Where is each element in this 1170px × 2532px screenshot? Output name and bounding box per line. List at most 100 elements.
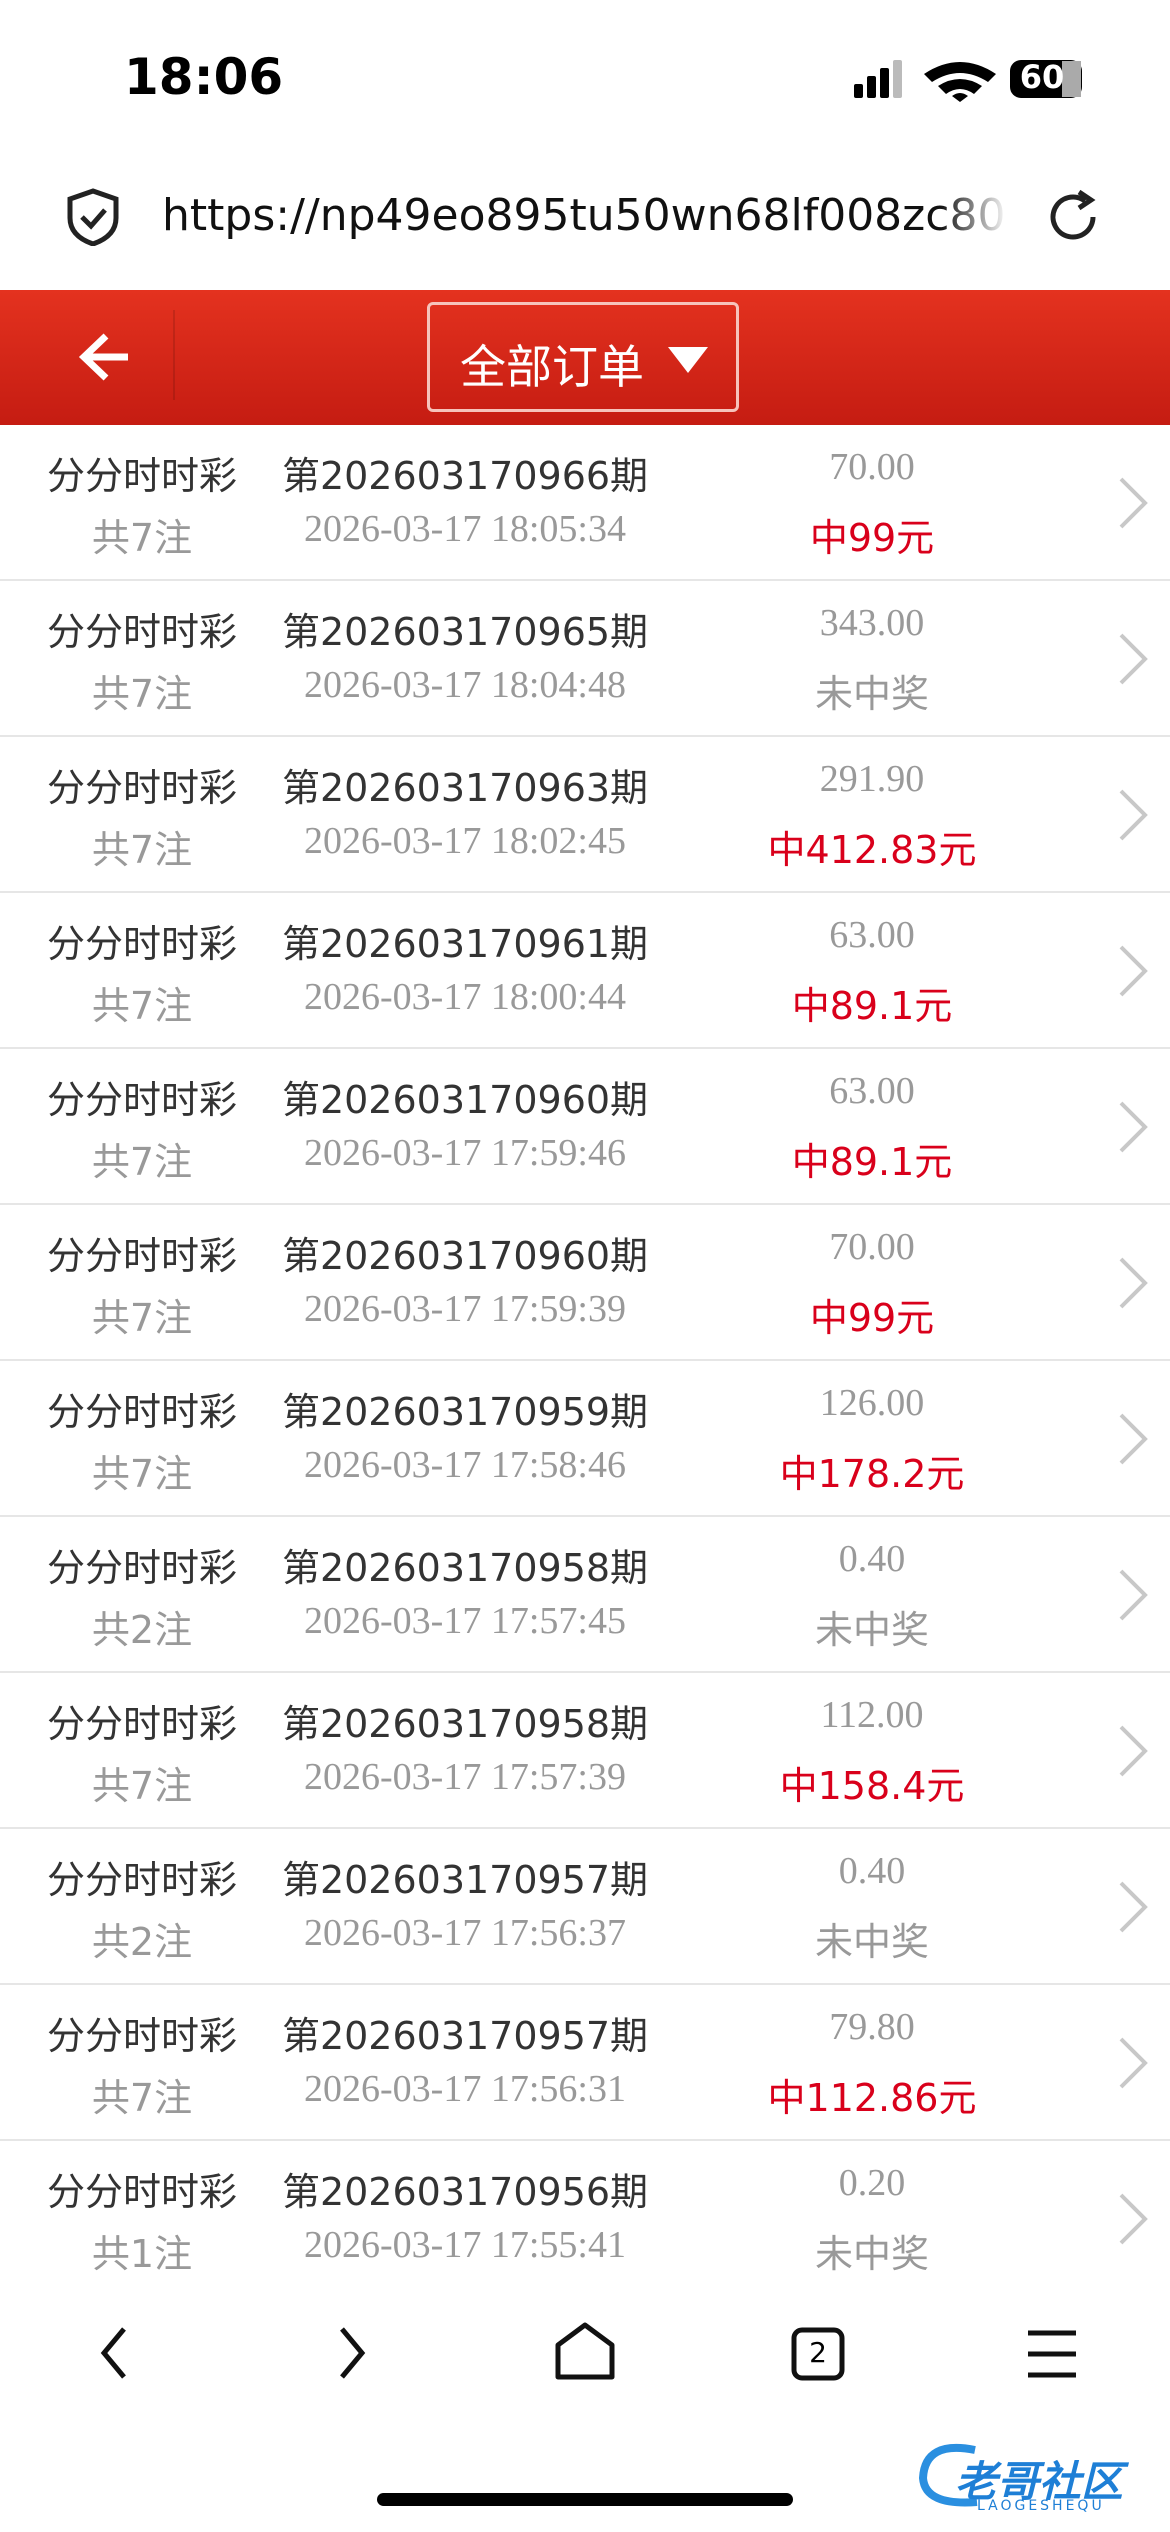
result: 中158.4元 xyxy=(779,1764,965,1808)
chevron xyxy=(1119,477,1148,529)
issue: 第202603170960期 xyxy=(281,1078,649,1122)
amount: 291.90 xyxy=(819,758,925,800)
order-time: 2026-03-17 17:55:41 xyxy=(304,2224,626,2266)
result: 未中奖 xyxy=(814,1608,930,1652)
order-time: 2026-03-17 17:58:46 xyxy=(304,1444,626,1486)
chevron xyxy=(1119,2193,1148,2245)
order-time: 2026-03-17 18:02:45 xyxy=(304,820,626,862)
divider xyxy=(173,310,175,400)
result: 未中奖 xyxy=(814,672,930,716)
order-row[interactable]: 分分时时彩共7注 第202603170965期 2026-03-17 18:04:4… xyxy=(0,581,1170,737)
lottery-name: 分分时时彩 xyxy=(46,454,238,498)
amount: 0.40 xyxy=(838,1538,906,1580)
amount: 343.00 xyxy=(819,602,925,644)
issue: 第202603170958期 xyxy=(281,1702,649,1746)
issue: 第202603170956期 xyxy=(281,2170,649,2214)
clock: 18:06 xyxy=(124,48,284,106)
chevron xyxy=(1119,1257,1148,1309)
amount: 0.20 xyxy=(838,2162,906,2204)
bet-count: 共7注 xyxy=(91,1140,193,1184)
order-row[interactable]: 分分时时彩共7注 第202603170960期 2026-03-17 17:59:3… xyxy=(0,1205,1170,1361)
order-list: 分分时时彩 共7注 第202603170966期 2026-03-17 18:05:3… xyxy=(0,425,1170,2275)
watermark: 老哥社区 LAOGESHEQU xyxy=(915,2440,1155,2520)
bet-count: 共7注 xyxy=(91,2076,193,2120)
lottery-name: 分分时时彩 xyxy=(46,1546,238,1590)
order-row[interactable]: 分分时时彩 共7注 第202603170961期 2026-03-17 18:00:4… xyxy=(0,893,1170,1049)
order-time: 2026-03-17 17:56:37 xyxy=(304,1912,626,1954)
tab-count[interactable]: 2 xyxy=(809,2336,827,2369)
order-time: 2026-03-17 17:59:46 xyxy=(304,1132,626,1174)
issue: 第202603170966期 xyxy=(281,454,649,498)
watermark-title: 老哥社区 xyxy=(955,2457,1124,2506)
chevron xyxy=(1119,2037,1148,2089)
order-row[interactable]: 分分时时彩 共7注 第202603170960期 2026-03-17 17:59:4… xyxy=(0,1049,1170,1205)
chevron xyxy=(1119,945,1148,997)
result: 中89.1元 xyxy=(791,984,953,1028)
lottery-name: 分分时时彩 xyxy=(46,2014,238,2058)
order-row[interactable]: 分分时时彩 共7注 第202603170966期 2026-03-17 18:05:3… xyxy=(0,425,1170,581)
lottery-name: 分分时时彩 xyxy=(46,1702,238,1746)
result: 中89.1元 xyxy=(791,1140,953,1184)
lottery-name: 分分时时彩 xyxy=(46,610,238,654)
order-row[interactable]: 分分时时彩 共7注 第202603170963期 2026-03-17 18:02:4… xyxy=(0,737,1170,893)
toolbar: 2 xyxy=(100,2322,1076,2506)
filter-dropdown[interactable]: 全部订单 xyxy=(427,302,739,412)
order-row[interactable]: 分分时时彩 共2注 第202603170958期 2026-03-17 17:57:4… xyxy=(0,1517,1170,1673)
issue: 第202603170960期 xyxy=(281,1234,649,1278)
lottery-name: 分分时时彩 xyxy=(46,922,238,966)
lottery-name: 分分时时彩 xyxy=(46,1234,238,1278)
order-row[interactable]: 分分时时彩共1注 第202603170956期 2026-03-17 17:55:4… xyxy=(0,2141,1170,2275)
order-row[interactable]: 分分时时彩共7注 第202603170958期 2026-03-17 17:57:3… xyxy=(0,1673,1170,1829)
order-row[interactable]: 分分时时彩共7注 第202603170959期 2026-03-17 17:58:4… xyxy=(0,1361,1170,1517)
issue: 第202603170957期 xyxy=(281,2014,649,2058)
amount: 70.00 xyxy=(829,446,915,488)
order-time: 2026-03-17 17:57:39 xyxy=(304,1756,626,1798)
chevron xyxy=(1119,789,1148,841)
bet-count: 共7注 xyxy=(91,1452,193,1496)
amount: 79.80 xyxy=(829,2006,915,2048)
result: 中99元 xyxy=(809,1296,935,1340)
result: 中178.2元 xyxy=(779,1452,965,1496)
amount: 70.00 xyxy=(829,1226,915,1268)
bet-count: 共7注 xyxy=(91,672,193,716)
issue: 第202603170965期 xyxy=(281,610,649,654)
amount: 126.00 xyxy=(819,1382,925,1424)
lottery-name: 分分时时彩 xyxy=(46,2170,238,2214)
watermark-subtitle: LAOGESHEQU xyxy=(977,2498,1105,2514)
order-time: 2026-03-17 18:05:34 xyxy=(304,508,626,550)
result: 中112.86元 xyxy=(767,2076,977,2120)
lottery-name: 分分时时彩 xyxy=(46,1390,238,1434)
battery: 60 xyxy=(1020,58,1065,96)
result: 未中奖 xyxy=(814,1920,930,1964)
issue: 第202603170957期 xyxy=(281,1858,649,1902)
bet-count: 共7注 xyxy=(91,984,193,1028)
order-time: 2026-03-17 18:00:44 xyxy=(304,976,626,1018)
bet-count: 共1注 xyxy=(91,2232,193,2275)
chevron xyxy=(1119,1725,1148,1777)
order-row[interactable]: 分分时时彩 共7注 第202603170957期 2026-03-17 17:56:3… xyxy=(0,1985,1170,2141)
amount: 0.40 xyxy=(838,1850,906,1892)
bet-count: 共2注 xyxy=(91,1920,193,1964)
order-time: 2026-03-17 17:59:39 xyxy=(304,1288,626,1330)
bet-count: 共7注 xyxy=(91,1296,193,1340)
order-time: 2026-03-17 18:04:48 xyxy=(304,664,626,706)
order-row[interactable]: 分分时时彩共2注 第202603170957期 2026-03-17 17:56:3… xyxy=(0,1829,1170,1985)
bet-count: 共7注 xyxy=(91,828,193,872)
reload[interactable] xyxy=(1045,188,1103,246)
url[interactable]: https://np49eo895tu50wn68lf008zc80.0 xyxy=(162,190,1008,241)
shield-icon xyxy=(67,188,119,246)
chevron xyxy=(1119,1881,1148,1933)
chevron xyxy=(1119,1413,1148,1465)
issue: 第202603170958期 xyxy=(281,1546,649,1590)
bet-count: 共7注 xyxy=(91,1764,193,1808)
chevron xyxy=(1119,1569,1148,1621)
issue: 第202603170959期 xyxy=(281,1390,649,1434)
lottery-name: 分分时时彩 xyxy=(46,1858,238,1902)
back-button[interactable] xyxy=(76,328,136,386)
bet-count: 共2注 xyxy=(91,1608,193,1652)
amount: 112.00 xyxy=(820,1694,924,1736)
result: 中99元 xyxy=(809,516,935,560)
issue: 第202603170963期 xyxy=(281,766,649,810)
amount: 63.00 xyxy=(829,1070,915,1112)
